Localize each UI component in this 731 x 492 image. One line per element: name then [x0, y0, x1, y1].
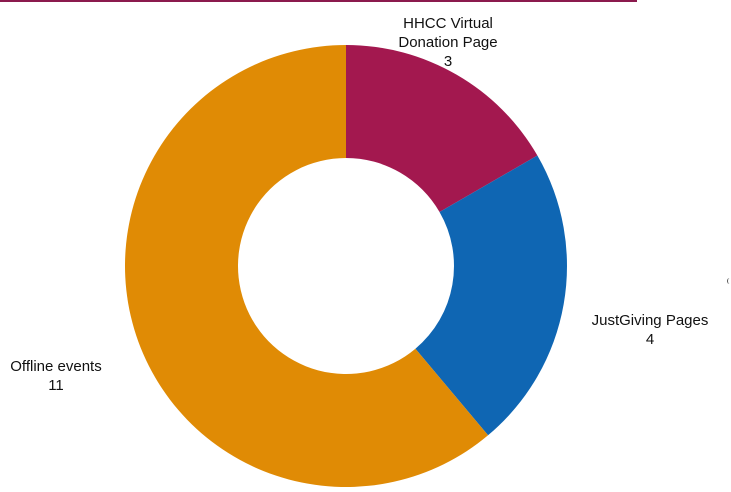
slice-name-line: Offline events [10, 358, 102, 375]
slice-hhcc-virtual-donation-page [346, 45, 538, 212]
slice-name-line: HHCC Virtual [403, 15, 493, 32]
slice-offline-events [125, 45, 489, 487]
slice-justgiving-pages [415, 155, 567, 436]
slice-label-offline-events: Offline events 11 [0, 357, 112, 395]
slice-value: 11 [48, 377, 64, 394]
slice-name-line: Donation Page [398, 34, 498, 51]
top-rule [0, 0, 637, 2]
slice-value: 3 [443, 53, 453, 70]
slice-label-hhcc-virtual-donation-page: HHCC Virtual Donation Page 3 [366, 14, 530, 71]
edge-mark [727, 278, 731, 284]
slice-name-line: JustGiving Pages [591, 312, 709, 329]
slice-label-justgiving-pages: JustGiving Pages 4 [570, 311, 730, 349]
slice-value: 4 [645, 331, 655, 348]
